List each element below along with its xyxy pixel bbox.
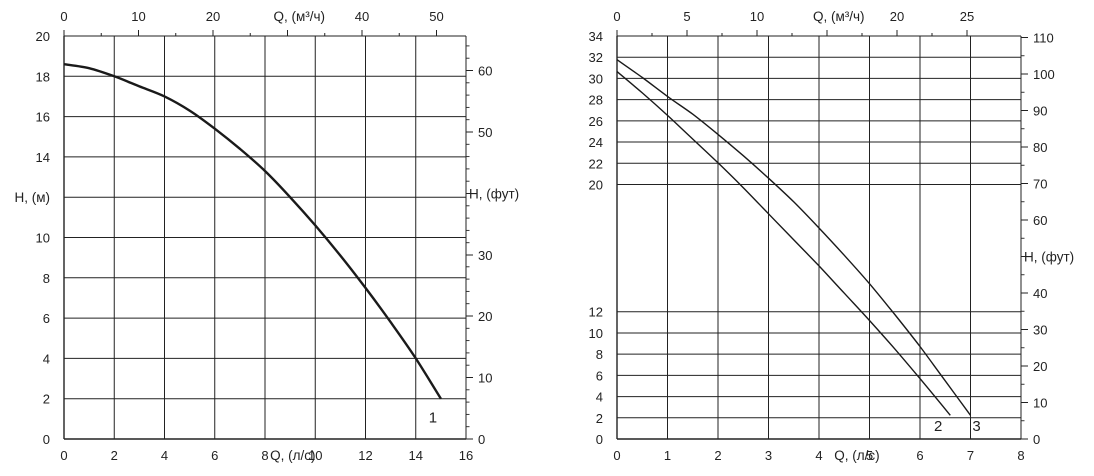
chart2-x-tick-5: 5 [866,448,873,463]
chart2-y-tick-12: 20 [589,177,603,192]
chart2-x2-tick-2: 10 [750,9,764,24]
chart2-y2-tick-3: 30 [1033,323,1047,338]
chart2-y2-tick-9: 90 [1033,104,1047,119]
chart1-x-label: Q, (л/с) [270,448,315,463]
chart2-y2-tick-11: 110 [1033,31,1054,46]
chart1-x-tick-7: 14 [409,448,423,463]
chart2-curve-label-2: 2 [934,418,942,435]
chart2-y-tick-5: 10 [589,326,603,341]
chart1-y-tick-7: 14 [36,150,50,165]
chart2-curve-2 [616,71,951,416]
chart2-y2-tick-4: 40 [1033,286,1047,301]
chart2-x-tick-2: 2 [714,448,721,463]
chart1-y2-tick-6: 60 [478,64,492,79]
chart1-x-tick-0: 0 [60,448,67,463]
chart1-x-tick-6: 12 [358,448,372,463]
chart2-y2-tick-2: 20 [1033,359,1047,374]
chart2-x-tick-4: 4 [815,448,822,463]
chart1-y2-tick-5: 50 [478,125,492,140]
chart2-y-tick-6: 12 [589,305,603,320]
chart2-x-tick-0: 0 [613,448,620,463]
chart2-x2-tick-5: 25 [960,9,974,24]
chart1-y-tick-3: 6 [43,311,50,326]
chart2: 0 1 2 3 4 5 6 7 8Q, (л/с)02468101220222426283032… [589,9,1075,463]
chart1-x2-tick-1: 10 [131,9,145,24]
chart1-y2-tick-2: 20 [478,309,492,324]
chart1-curve-label-1: 1 [429,410,437,427]
chart2-y-tick-4: 8 [596,347,603,362]
chart1-y2-label: H, (фут) [469,187,519,202]
chart1-x2-tick-2: 20 [206,9,220,24]
chart1-y-tick-9: 18 [36,69,50,84]
chart1-y-tick-4: 8 [43,271,50,286]
chart1-y2-tick-3: 30 [478,248,492,263]
chart2-curve-3 [616,59,972,416]
chart2-y2-tick-1: 10 [1033,396,1047,411]
chart1-x2-label: Q, (м³/ч) [274,9,326,24]
chart2-y-tick-18: 32 [589,50,603,65]
chart1-x2-tick-0: 0 [60,9,67,24]
chart1-x-tick-2: 4 [161,448,168,463]
chart2-y-tick-1: 2 [596,411,603,426]
chart1-x-tick-1: 2 [111,448,118,463]
chart1-y2-tick-0: 0 [478,432,485,447]
chart2-y2-tick-7: 70 [1033,177,1047,192]
chart2-y2-tick-8: 80 [1033,140,1047,155]
chart2-y-tick-0: 0 [596,432,603,447]
chart2-x2-tick-1: 5 [683,9,690,24]
chart1-x2-tick-5: 50 [429,9,443,24]
chart2-y-tick-13: 22 [589,156,603,171]
chart1-y-tick-1: 2 [43,392,50,407]
chart1-x-tick-3: 6 [211,448,218,463]
chart2-x-tick-6: 6 [916,448,923,463]
chart1-y-tick-2: 4 [43,351,50,366]
chart1-x-tick-5: 10 [308,448,322,463]
chart2-y-tick-16: 28 [589,93,603,108]
chart2-y2-label: H, (фут) [1024,250,1074,265]
chart2-x-label: Q, (л/с) [834,448,879,463]
chart2-y2-tick-0: 0 [1033,432,1040,447]
chart2-x2-tick-4: 20 [890,9,904,24]
chart2-y-tick-19: 34 [589,29,603,44]
chart1-y-tick-8: 16 [36,110,50,125]
chart1-y-tick-5: 10 [36,231,50,246]
chart1-x2-tick-4: 40 [355,9,369,24]
chart2-x-tick-7: 7 [967,448,974,463]
chart1-y-label: H, (м) [14,190,50,205]
chart1-y-tick-10: 20 [36,29,50,44]
chart2-x-tick-1: 1 [664,448,671,463]
chart2-y2-tick-10: 100 [1033,67,1055,82]
chart1-y-tick-0: 0 [43,432,50,447]
chart2-y-tick-2: 4 [596,390,603,405]
chart2-x-tick-3: 3 [765,448,772,463]
chart1-x-tick-8: 16 [459,448,473,463]
chart2-x-tick-8: 8 [1017,448,1024,463]
chart1-x-tick-4: 8 [261,448,268,463]
chart2-y2-tick-6: 60 [1033,213,1047,228]
chart1-curve-1 [63,63,442,400]
chart2-y-tick-14: 24 [589,135,603,150]
chart2-x2-tick-0: 0 [613,9,620,24]
chart2-y-tick-17: 30 [589,71,603,86]
chart2-y-tick-15: 26 [589,114,603,129]
chart2-x2-label: Q, (м³/ч) [813,9,865,24]
chart1-y2-tick-1: 10 [478,371,492,386]
chart2-y-tick-3: 6 [596,368,603,383]
chart2-curve-label-3: 3 [972,418,980,435]
